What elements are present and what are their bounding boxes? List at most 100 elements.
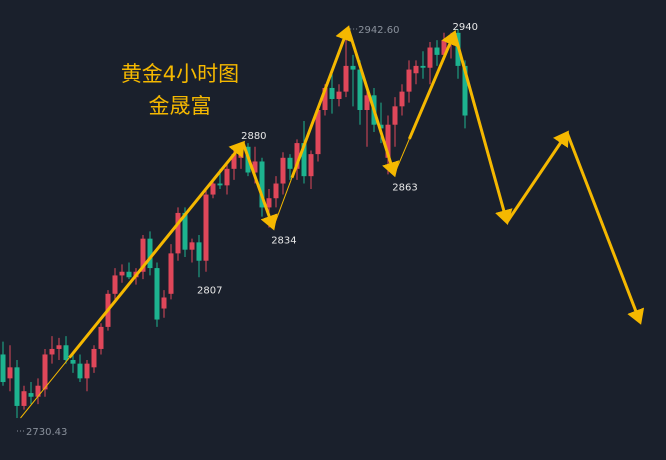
- projection-thin-line: [272, 177, 293, 228]
- candle-body: [301, 143, 307, 177]
- candle: [287, 154, 293, 180]
- chart-subtitle: 金晟富: [148, 94, 212, 118]
- candle-body: [357, 69, 363, 111]
- candle: [112, 268, 118, 300]
- candle: [119, 264, 125, 283]
- candle: [70, 352, 76, 373]
- candle: [49, 336, 55, 364]
- candle-body: [329, 87, 335, 99]
- candle: [0, 341, 6, 386]
- candle: [196, 234, 202, 278]
- candle-body: [49, 348, 55, 355]
- projection-arrow: [290, 25, 353, 179]
- candle: [147, 231, 153, 276]
- candle-body: [91, 348, 97, 368]
- candle: [434, 40, 440, 66]
- candle-body: [112, 275, 118, 294]
- candle-body: [28, 393, 34, 397]
- candle-body: [14, 367, 20, 406]
- candle: [294, 139, 300, 180]
- projection-arrow: [453, 32, 513, 226]
- candle: [42, 348, 48, 397]
- candle-body: [56, 345, 62, 349]
- candle: [189, 238, 195, 263]
- candle-body: [210, 183, 216, 195]
- candle: [420, 51, 426, 79]
- candle: [364, 84, 370, 147]
- candle: [280, 152, 286, 195]
- candle: [301, 121, 307, 184]
- projection-arrow: [241, 142, 278, 231]
- candle-body: [252, 161, 258, 173]
- candle-body: [70, 359, 76, 364]
- projection-thin-line: [20, 357, 70, 419]
- candle-body: [287, 157, 293, 169]
- candle-body: [350, 65, 356, 70]
- candle-body: [203, 194, 209, 261]
- projection-arrow: [68, 140, 245, 359]
- candle: [56, 337, 62, 360]
- candle: [84, 359, 90, 392]
- candle: [21, 385, 27, 410]
- candle-body: [413, 65, 419, 74]
- price-label: 2942.60: [358, 25, 399, 36]
- candle-body: [462, 65, 468, 116]
- candle: [357, 60, 363, 125]
- candle-body: [84, 363, 90, 379]
- price-label: 2863: [392, 182, 417, 193]
- candle-body: [231, 154, 237, 169]
- price-label: 2807: [197, 285, 222, 296]
- projection-arrow: [407, 30, 459, 140]
- candle-body: [119, 271, 125, 276]
- candle-body: [294, 143, 300, 169]
- candle-body: [182, 212, 188, 250]
- candle: [140, 234, 146, 280]
- candle: [308, 150, 314, 190]
- projection-arrow: [565, 132, 645, 325]
- candle-body: [259, 161, 265, 208]
- candle: [224, 161, 230, 195]
- candle: [329, 73, 335, 114]
- candle: [14, 359, 20, 418]
- candle-body: [315, 110, 321, 155]
- candle-body: [266, 198, 272, 208]
- candle: [203, 189, 209, 272]
- candle-body: [77, 363, 83, 379]
- candle-body: [441, 40, 447, 55]
- candle-body: [63, 345, 69, 360]
- candle-body: [35, 385, 41, 397]
- candle-body: [420, 65, 426, 68]
- candle-body: [21, 391, 27, 406]
- candle-body: [175, 212, 181, 254]
- candle-body: [147, 238, 153, 269]
- candle: [336, 84, 342, 107]
- candle: [175, 207, 181, 261]
- candle-body: [336, 91, 342, 99]
- candle-body: [427, 47, 433, 68]
- candle-body: [385, 124, 391, 158]
- candle-body: [161, 297, 167, 309]
- candle-body: [392, 106, 398, 125]
- candle-body: [364, 95, 370, 111]
- price-label: 2880: [241, 131, 266, 142]
- candle: [63, 336, 69, 364]
- projection-arrow: [346, 27, 400, 178]
- candle-body: [42, 354, 48, 390]
- candle: [413, 60, 419, 85]
- candle-body: [126, 271, 132, 278]
- candle-body: [308, 154, 314, 177]
- candle-body: [273, 183, 279, 199]
- candle-body: [406, 69, 412, 92]
- candle-body: [378, 124, 384, 129]
- candle-body: [154, 268, 160, 320]
- candle: [154, 262, 160, 327]
- candle-body: [343, 65, 349, 92]
- candle-body: [322, 87, 328, 111]
- candle-body: [224, 168, 230, 186]
- candle-body: [7, 367, 13, 379]
- candle: [98, 323, 104, 355]
- candle-body: [0, 354, 6, 383]
- candle: [126, 262, 132, 280]
- chart-title: 黄金4小时图: [120, 62, 240, 86]
